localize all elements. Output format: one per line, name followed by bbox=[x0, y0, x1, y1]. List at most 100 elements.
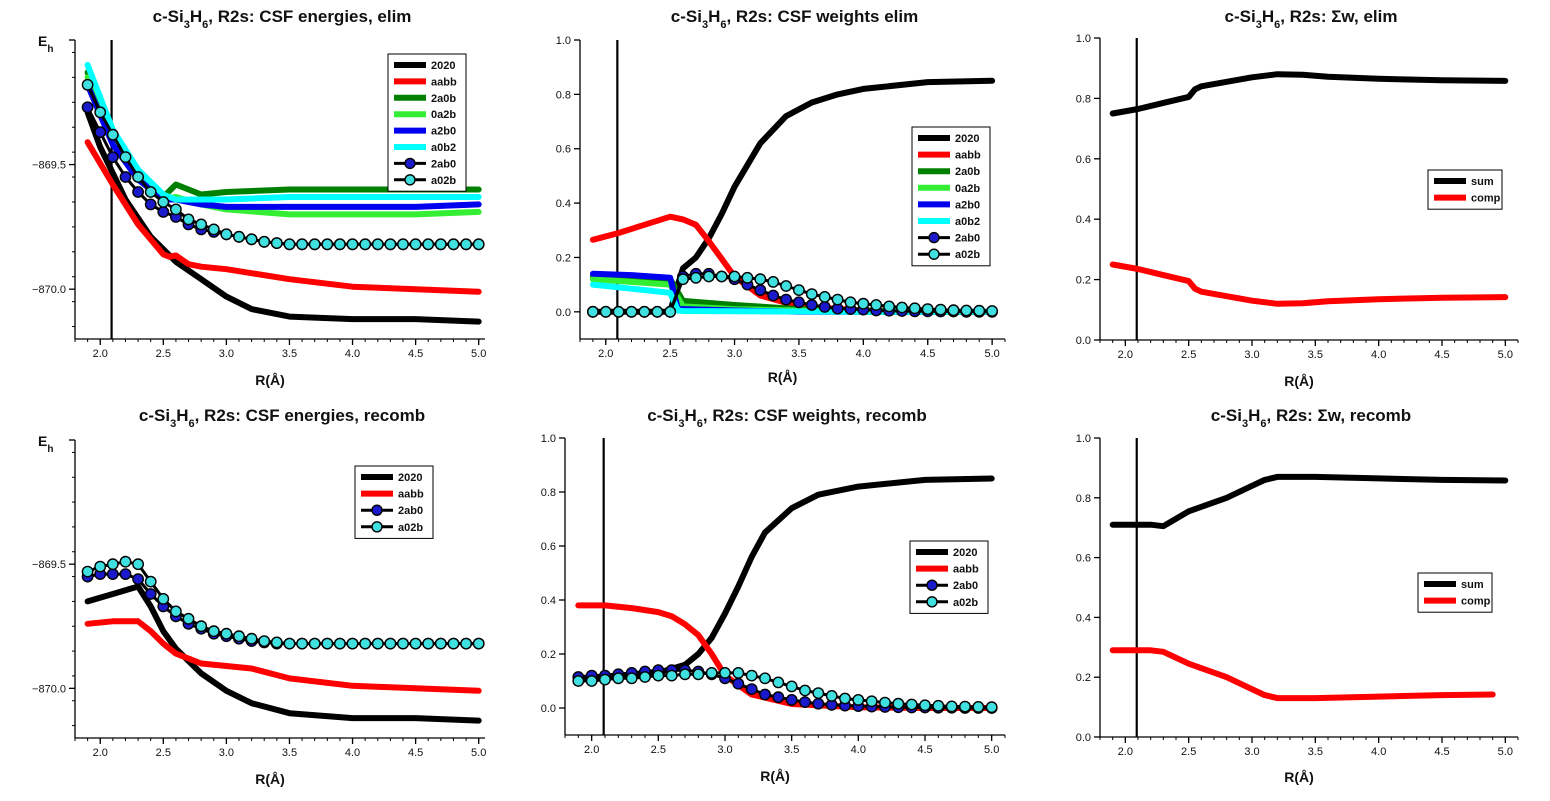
series-a02b-point bbox=[333, 637, 346, 650]
series-a02b-point bbox=[460, 637, 472, 650]
y-tick-label: 0.4 bbox=[1076, 612, 1091, 624]
series-a02b-point bbox=[759, 672, 771, 685]
series-a02b-point bbox=[767, 275, 780, 288]
series-a02b-point bbox=[664, 305, 677, 318]
series-a02b-point bbox=[132, 558, 145, 571]
series-a02b-point bbox=[144, 575, 157, 588]
series-2ab0-point bbox=[132, 186, 145, 198]
legend-label-a2b0: a2b0 bbox=[955, 199, 980, 211]
series-a02b-point bbox=[119, 151, 132, 164]
x-tick-label: 3.5 bbox=[791, 348, 806, 360]
title-mid: H bbox=[685, 406, 697, 425]
series-a02b-point bbox=[94, 106, 107, 119]
title-sub1: 3 bbox=[678, 418, 684, 430]
chart-weights-elim: c-Si3H6, R2s: CSF weights elim 2.0 2.5 3.0 3… bbox=[556, 7, 1006, 385]
x-tick-label: 3.5 bbox=[282, 747, 297, 759]
x-tick-label: 2.0 bbox=[1118, 746, 1133, 758]
chart-sum-recomb: c-Si3H6, R2s: Σw, recomb 2.0 2.5 3.0 3.5 4.0 4… bbox=[1076, 406, 1519, 785]
y-tick-label: 0.8 bbox=[556, 89, 571, 101]
series-a02b-point bbox=[985, 701, 998, 714]
series-a02b-point bbox=[831, 293, 844, 306]
series-a02b-point bbox=[639, 671, 651, 683]
series-a02b-point bbox=[960, 304, 973, 317]
title-sub2: 6 bbox=[202, 19, 208, 31]
x-tick-label: 3.5 bbox=[282, 348, 297, 360]
title-prefix: c-Si bbox=[1211, 406, 1242, 425]
series-a02b-point bbox=[422, 238, 435, 251]
series-a02b-point bbox=[308, 238, 321, 251]
series-a02b-point bbox=[195, 620, 208, 633]
legend-label-2ab0: 2ab0 bbox=[431, 158, 456, 170]
series-2ab0-point bbox=[157, 205, 170, 218]
series-a02b-point bbox=[283, 238, 296, 251]
legend-label-a0b2: a0b2 bbox=[431, 142, 456, 154]
series-a02b-point bbox=[719, 667, 731, 679]
y-tick-label: −870.0 bbox=[32, 284, 66, 296]
legend-label-2a0b: 2a0b bbox=[431, 93, 456, 105]
legend-marker-2ab0 bbox=[926, 579, 938, 591]
series-a02b-point bbox=[839, 692, 851, 705]
y-tick-label: 0.8 bbox=[541, 487, 556, 499]
series-a02b-point bbox=[447, 238, 460, 251]
chart-weights-recomb: c-Si3H6, R2s: CSF weights, recomb 2.0 2.5 3… bbox=[541, 406, 1006, 784]
series-a02b-point bbox=[106, 558, 119, 571]
series-a02b-point bbox=[715, 270, 728, 283]
x-tick-label: 2.0 bbox=[584, 744, 599, 756]
series-a02b-point bbox=[793, 284, 805, 296]
series-2020-line bbox=[84, 583, 482, 724]
y-tick-label: 0.2 bbox=[541, 649, 556, 661]
legend-label-a02b: a02b bbox=[431, 175, 456, 187]
series-a02b-point bbox=[157, 593, 170, 605]
series-a02b-point bbox=[945, 700, 958, 713]
legend-label-2ab0: 2ab0 bbox=[955, 233, 980, 245]
y-axis-label-sub: h bbox=[47, 44, 53, 55]
y-tick-label: −869.5 bbox=[32, 160, 66, 172]
series-a02b-point bbox=[818, 290, 831, 303]
x-tick-label: 2.5 bbox=[156, 747, 171, 759]
series-a02b-point bbox=[472, 637, 485, 650]
series-a02b-point bbox=[780, 280, 792, 292]
x-tick-label: 5.0 bbox=[984, 348, 999, 360]
series-2ab0-point bbox=[772, 691, 785, 704]
series-a02b-point bbox=[870, 299, 883, 311]
series-a02b-point bbox=[434, 637, 447, 650]
y-tick-label: 0.8 bbox=[1076, 93, 1091, 105]
series-a02b-point bbox=[321, 637, 334, 650]
series-2ab0-point bbox=[812, 697, 825, 710]
series-a02b-point bbox=[599, 305, 612, 318]
series-a02b-point bbox=[409, 637, 422, 650]
x-tick-label: 4.5 bbox=[920, 348, 935, 360]
legend: 2020 aabb 2a0b 0a2b a2b0 a0b2 2ab0 a02b bbox=[911, 126, 991, 267]
series-2ab0-point bbox=[732, 677, 745, 690]
series-aabb-line bbox=[575, 602, 995, 711]
legend-label-2a0b: 2a0b bbox=[955, 166, 980, 178]
series-a02b-point bbox=[905, 698, 918, 711]
series-a02b-point bbox=[585, 675, 598, 687]
chart-title: c-Si3H6, R2s: CSF weights elim bbox=[671, 7, 918, 31]
series-a02b-point bbox=[296, 238, 308, 251]
series-a02b-point bbox=[472, 238, 485, 251]
series-a02b-point bbox=[852, 694, 865, 706]
y-tick-label: 1.0 bbox=[556, 35, 571, 47]
series-a02b-point bbox=[865, 695, 878, 708]
series-a02b-point bbox=[785, 680, 798, 693]
series-a02b-point bbox=[144, 186, 157, 198]
series-a02b-point bbox=[959, 700, 971, 713]
legend-label-comp: comp bbox=[1461, 596, 1491, 608]
series-a02b-point bbox=[207, 625, 220, 638]
x-tick-label: 4.5 bbox=[408, 747, 423, 759]
y-tick-label: 0.4 bbox=[541, 595, 556, 607]
series-2ab0-point bbox=[799, 696, 811, 708]
series-2ab0-point bbox=[144, 588, 157, 600]
series-2ab0-point bbox=[793, 296, 805, 309]
series-a02b-point bbox=[371, 637, 384, 650]
series-a02b-point bbox=[705, 667, 718, 679]
series-a02b-point bbox=[308, 637, 321, 650]
series-a02b-point bbox=[665, 669, 678, 682]
x-axis-label: R(Å) bbox=[255, 372, 285, 388]
series-sum-line bbox=[1109, 71, 1509, 117]
title-sub2: 6 bbox=[720, 19, 726, 31]
y-tick-label: 0.8 bbox=[1076, 493, 1091, 505]
x-tick-label: 5.0 bbox=[471, 348, 486, 360]
legend-label-sum: sum bbox=[1471, 176, 1494, 188]
